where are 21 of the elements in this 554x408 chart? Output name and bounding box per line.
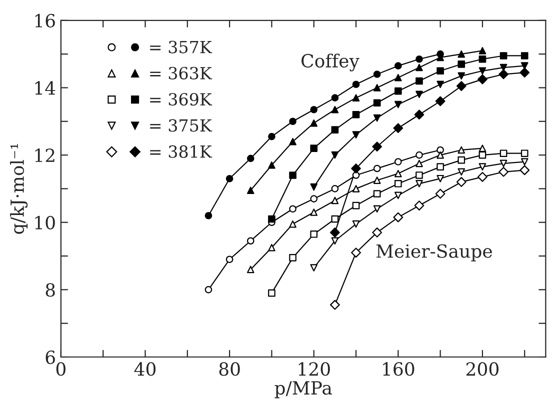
x-tick-label: 160 (383, 362, 414, 376)
x-axis-title: p/MPa (274, 381, 332, 398)
y-tick-label: 12 (35, 148, 54, 162)
x-tick-label: 80 (219, 362, 240, 376)
legend-label: = 363K (150, 66, 212, 80)
legend-label: = 357K (150, 40, 212, 54)
x-tick-label: 40 (134, 362, 156, 376)
y-tick-label: 6 (46, 350, 55, 364)
y-tick-label: 10 (35, 216, 55, 230)
legend-label: = 381K (150, 145, 212, 158)
x-tick-label: 200 (466, 362, 498, 376)
annotation: Coffey (302, 54, 360, 72)
y-tick-label: 14 (35, 81, 56, 95)
annotation: Meier-Saupe (376, 244, 492, 262)
y-tick-label: 8 (46, 283, 55, 297)
y-tick-label: 16 (35, 14, 55, 28)
legend-label: = 375K (150, 119, 212, 132)
y-axis-title: q/kJ·mol⁻¹ (10, 144, 28, 234)
legend-label: = 369K (150, 93, 212, 106)
x-tick-label: 120 (298, 362, 330, 376)
x-tick-label: 0 (56, 362, 66, 376)
